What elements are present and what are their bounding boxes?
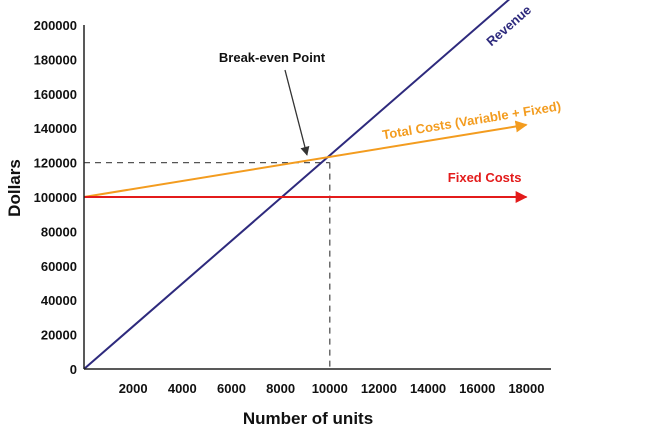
y-tick-label: 80000 — [41, 224, 77, 239]
axes — [83, 25, 551, 370]
total-costs-line — [83, 120, 528, 198]
x-axis-title: Number of units — [243, 409, 373, 428]
fixed-costs-label: Fixed Costs — [448, 170, 522, 185]
x-tick-label: 10000 — [312, 381, 348, 396]
y-tick-label: 120000 — [34, 156, 77, 171]
y-tick-label: 20000 — [41, 328, 77, 343]
x-tick-label: 6000 — [217, 381, 246, 396]
x-tick-label: 14000 — [410, 381, 446, 396]
x-tick-label: 18000 — [508, 381, 544, 396]
series-labels: Revenue Total Costs (Variable + Fixed) Fix… — [381, 2, 562, 185]
y-tick-label: 100000 — [34, 190, 77, 205]
y-tick-label: 140000 — [34, 121, 77, 136]
revenue-label: Revenue — [483, 2, 534, 49]
break-even-arrow — [284, 69, 310, 156]
y-tick-label: 180000 — [34, 52, 77, 67]
x-tick-label: 2000 — [119, 381, 148, 396]
x-tick-label: 8000 — [266, 381, 295, 396]
y-tick-label: 0 — [70, 362, 77, 377]
total-costs-label: Total Costs (Variable + Fixed) — [381, 98, 562, 142]
y-tick-label: 160000 — [34, 87, 77, 102]
y-axis-ticks: 0 20000 40000 60000 80000 100000 120000 140000 1… — [34, 18, 77, 377]
x-tick-label: 4000 — [168, 381, 197, 396]
y-tick-label: 60000 — [41, 259, 77, 274]
x-tick-label: 16000 — [459, 381, 495, 396]
x-tick-label: 12000 — [361, 381, 397, 396]
break-even-label: Break-even Point — [219, 50, 326, 65]
series-lines — [83, 0, 528, 370]
y-tick-label: 200000 — [34, 18, 77, 33]
y-axis-title: Dollars — [5, 159, 24, 217]
y-tick-label: 40000 — [41, 293, 77, 308]
x-axis-ticks: 2000 4000 6000 8000 10000 12000 14000 16000 1800… — [119, 381, 545, 396]
revenue-line — [83, 0, 511, 370]
